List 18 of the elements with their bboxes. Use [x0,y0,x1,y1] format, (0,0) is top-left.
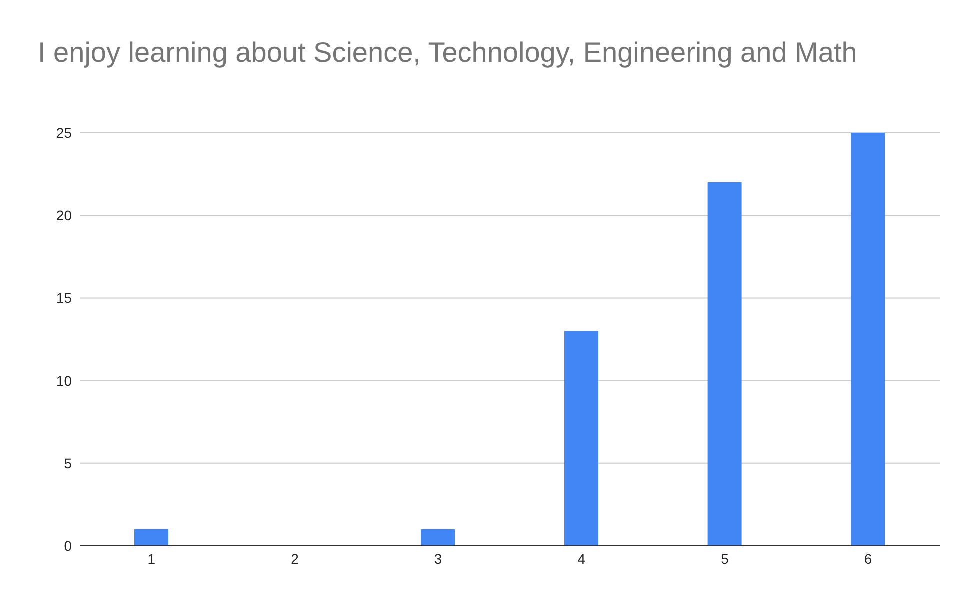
y-tick-label: 20 [56,208,72,224]
bar [564,331,598,546]
y-tick-label: 15 [56,290,72,306]
y-tick-label: 5 [64,455,72,472]
bar [134,529,168,546]
bar [708,182,742,546]
y-tick-label: 10 [56,372,72,389]
x-tick-label: 1 [148,550,156,567]
x-tick-label: 6 [864,550,872,567]
bar [851,133,886,546]
bar [421,529,456,546]
x-tick-label: 4 [578,550,586,567]
x-tick-label: 3 [434,550,442,567]
x-tick-label: 5 [721,550,730,567]
y-tick-label: 25 [56,124,72,141]
chart-title: I enjoy learning about Science, Technology, Engineering and Math [38,37,858,68]
y-tick-label: 0 [64,538,72,554]
x-tick-label: 2 [291,550,300,567]
